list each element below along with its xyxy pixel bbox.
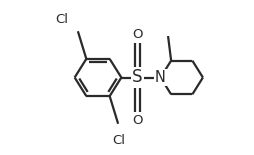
Text: Cl: Cl xyxy=(111,134,124,147)
Text: N: N xyxy=(154,70,165,85)
Text: O: O xyxy=(132,28,142,41)
Text: O: O xyxy=(132,114,142,127)
Text: Cl: Cl xyxy=(55,13,68,26)
Text: S: S xyxy=(132,69,142,86)
